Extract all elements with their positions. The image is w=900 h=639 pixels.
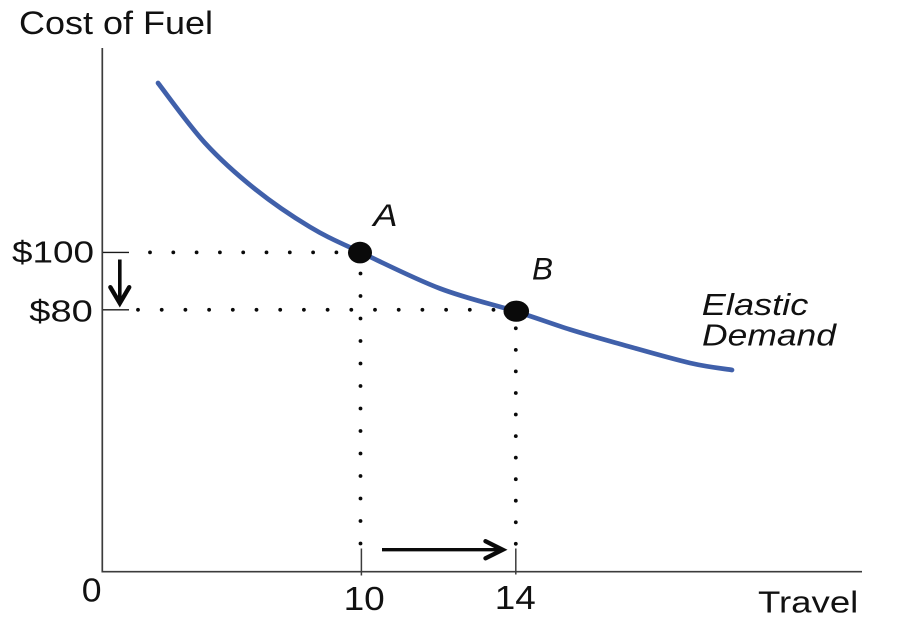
svg-text:Demand: Demand	[702, 318, 837, 352]
svg-text:0: 0	[82, 572, 102, 609]
svg-text:Elastic: Elastic	[702, 288, 809, 322]
svg-text:10: 10	[344, 580, 385, 617]
svg-text:14: 14	[495, 579, 536, 616]
svg-text:B: B	[532, 251, 553, 287]
svg-text:Travel: Travel	[758, 584, 858, 619]
svg-text:Cost of Fuel: Cost of Fuel	[19, 5, 213, 41]
svg-text:A: A	[371, 197, 398, 233]
svg-text:$80: $80	[29, 295, 93, 329]
svg-text:$100: $100	[12, 236, 94, 270]
